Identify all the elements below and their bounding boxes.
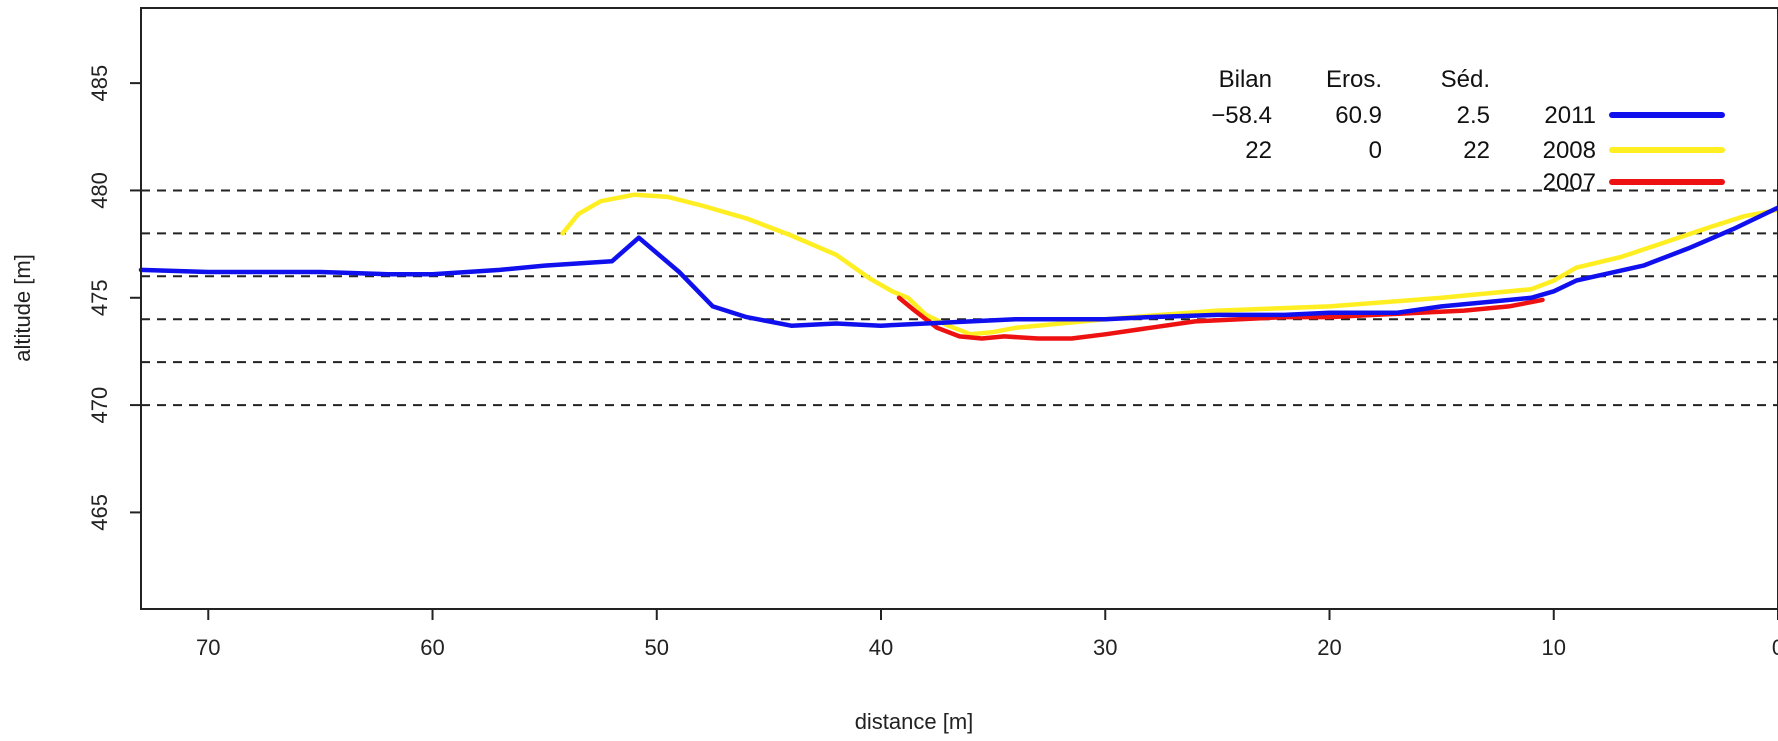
stats-table: Bilan Eros. Séd. −58.4 60.9 2.5 22 0 22 [1211, 66, 1490, 164]
x-axis: 70 60 50 40 30 20 10 0 [196, 609, 1778, 660]
y-tick-label-485: 485 [87, 65, 112, 102]
y-tick-label-465: 465 [87, 494, 112, 531]
stats-cell-1-0: 22 [1245, 137, 1272, 164]
stats-cell-0-1: 60.9 [1335, 102, 1382, 129]
x-tick-label-40: 40 [869, 635, 893, 660]
legend-label-2011: 2011 [1544, 102, 1596, 129]
legend-label-2007: 2007 [1543, 169, 1596, 196]
y-axis-title: altitude [m] [10, 254, 35, 362]
stats-cell-1-1: 0 [1369, 137, 1382, 164]
series-line-2007 [896, 295, 1545, 341]
legend: 2011 2008 2007 [1543, 102, 1725, 196]
x-tick-label-20: 20 [1317, 635, 1341, 660]
stats-cell-0-0: −58.4 [1211, 102, 1272, 129]
legend-label-2008: 2008 [1543, 137, 1596, 164]
y-axis: 465 470 475 480 485 [87, 65, 141, 531]
series-line-2008 [560, 192, 1778, 337]
y-tick-label-480: 480 [87, 172, 112, 209]
x-tick-label-60: 60 [420, 635, 444, 660]
series-line-2011 [138, 205, 1778, 328]
x-axis-title: distance [m] [855, 709, 974, 734]
stats-header-2: Séd. [1441, 66, 1490, 93]
stats-header-1: Eros. [1326, 66, 1382, 93]
y-tick-label-470: 470 [87, 387, 112, 424]
plot-frame [140, 7, 1778, 610]
x-tick-label-0: 0 [1772, 635, 1778, 660]
stats-cell-1-2: 22 [1463, 137, 1490, 164]
x-tick-label-50: 50 [645, 635, 669, 660]
stats-header-0: Bilan [1219, 66, 1272, 93]
x-tick-label-30: 30 [1093, 635, 1117, 660]
x-tick-label-10: 10 [1542, 635, 1566, 660]
x-tick-label-70: 70 [196, 635, 220, 660]
series-lines [138, 192, 1778, 341]
y-tick-label-475: 475 [87, 279, 112, 316]
stats-cell-0-2: 2.5 [1457, 102, 1490, 129]
